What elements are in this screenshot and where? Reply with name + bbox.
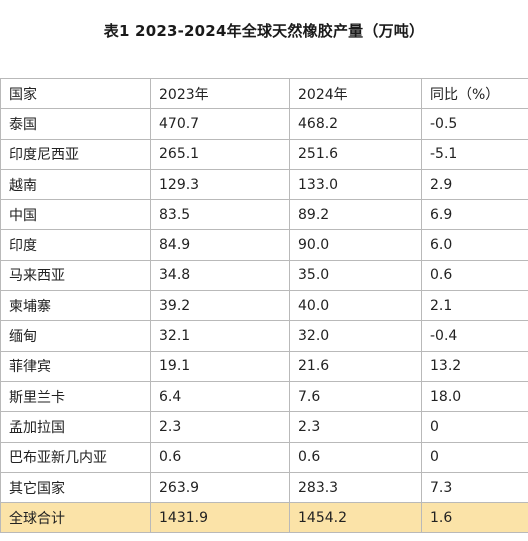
header-yoy-change-cell: 同比（%） xyxy=(421,77,528,110)
table-row: 马来西亚 34.8 35.0 0.6 xyxy=(0,259,528,292)
table-yoy-change-cell: 13.2 xyxy=(421,350,528,382)
rubber-production-table: 国家 2023年 2024年 同比（%） 泰国 470.7 468.2 -0.5 印度尼西亚 26… xyxy=(0,77,528,534)
table-yoy-change-cell: 7.3 xyxy=(421,471,528,504)
table-year-2024-cell: 468.2 xyxy=(289,108,422,140)
table-year-2023-cell: 6.4 xyxy=(150,380,290,413)
table-yoy-change-cell: 0 xyxy=(421,411,528,443)
table-year-2023-cell: 32.1 xyxy=(150,320,290,352)
table-country-cell: 缅甸 xyxy=(0,320,151,352)
header-year-2023-cell: 2023年 xyxy=(150,77,290,110)
table-country-cell: 其它国家 xyxy=(0,471,151,504)
table-row: 印度 84.9 90.0 6.0 xyxy=(0,229,528,261)
table-year-2024-cell: 251.6 xyxy=(289,138,422,170)
header-year-2024-cell: 2024年 xyxy=(289,77,422,110)
table-year-2024-cell: 35.0 xyxy=(289,259,422,292)
table-row: 缅甸 32.1 32.0 -0.4 xyxy=(0,320,528,352)
table-row: 菲律宾 19.1 21.6 13.2 xyxy=(0,350,528,382)
table-year-2023-cell: 19.1 xyxy=(150,350,290,382)
total-row: 全球合计 1431.9 1454.2 1.6 xyxy=(0,502,528,534)
table-row: 中国 83.5 89.2 6.9 xyxy=(0,199,528,231)
table-yoy-change-cell: 18.0 xyxy=(421,380,528,413)
table-year-2024-cell: 32.0 xyxy=(289,320,422,352)
table-country-cell: 斯里兰卡 xyxy=(0,380,151,413)
table-country-cell: 泰国 xyxy=(0,108,151,140)
table-yoy-change-cell: -0.4 xyxy=(421,320,528,352)
table-row: 柬埔寨 39.2 40.0 2.1 xyxy=(0,290,528,322)
table-row: 其它国家 263.9 283.3 7.3 xyxy=(0,471,528,504)
table-country-cell: 菲律宾 xyxy=(0,350,151,382)
table-year-2023-cell: 2.3 xyxy=(150,411,290,443)
table-country-cell: 巴布亚新几内亚 xyxy=(0,441,151,473)
total-year-2023-cell: 1431.9 xyxy=(150,502,290,534)
table-year-2024-cell: 0.6 xyxy=(289,441,422,473)
table-year-2024-cell: 90.0 xyxy=(289,229,422,261)
table-year-2023-cell: 129.3 xyxy=(150,168,290,201)
table-year-2024-cell: 133.0 xyxy=(289,168,422,201)
table-row: 斯里兰卡 6.4 7.6 18.0 xyxy=(0,380,528,413)
table-yoy-change-cell: -0.5 xyxy=(421,108,528,140)
table-year-2023-cell: 39.2 xyxy=(150,290,290,322)
table-year-2024-cell: 7.6 xyxy=(289,380,422,413)
table-year-2024-cell: 21.6 xyxy=(289,350,422,382)
table-country-cell: 孟加拉国 xyxy=(0,411,151,443)
table-yoy-change-cell: 2.9 xyxy=(421,168,528,201)
table-year-2023-cell: 83.5 xyxy=(150,199,290,231)
table-year-2023-cell: 263.9 xyxy=(150,471,290,504)
table-row: 巴布亚新几内亚 0.6 0.6 0 xyxy=(0,441,528,473)
table-yoy-change-cell: 6.9 xyxy=(421,199,528,231)
total-year-2024-cell: 1454.2 xyxy=(289,502,422,534)
total-yoy-change-cell: 1.6 xyxy=(421,502,528,534)
table-country-cell: 马来西亚 xyxy=(0,259,151,292)
table-row: 孟加拉国 2.3 2.3 0 xyxy=(0,411,528,443)
table-row: 泰国 470.7 468.2 -0.5 xyxy=(0,108,528,140)
table-country-cell: 印度尼西亚 xyxy=(0,138,151,170)
table-year-2024-cell: 40.0 xyxy=(289,290,422,322)
table-year-2024-cell: 89.2 xyxy=(289,199,422,231)
table-yoy-change-cell: 2.1 xyxy=(421,290,528,322)
table-year-2023-cell: 34.8 xyxy=(150,259,290,292)
table-yoy-change-cell: -5.1 xyxy=(421,138,528,170)
table-year-2023-cell: 470.7 xyxy=(150,108,290,140)
table-row: 印度尼西亚 265.1 251.6 -5.1 xyxy=(0,138,528,170)
table-country-cell: 印度 xyxy=(0,229,151,261)
table-yoy-change-cell: 0.6 xyxy=(421,259,528,292)
table-country-cell: 柬埔寨 xyxy=(0,290,151,322)
total-country-cell: 全球合计 xyxy=(0,502,151,534)
header-row: 国家 2023年 2024年 同比（%） xyxy=(0,77,528,110)
table-country-cell: 越南 xyxy=(0,168,151,201)
table-year-2024-cell: 2.3 xyxy=(289,411,422,443)
header-country-cell: 国家 xyxy=(0,77,151,110)
table-year-2023-cell: 0.6 xyxy=(150,441,290,473)
table-title: 表1 2023-2024年全球天然橡胶产量（万吨） xyxy=(103,22,425,40)
table-row: 越南 129.3 133.0 2.9 xyxy=(0,168,528,201)
table-year-2023-cell: 84.9 xyxy=(150,229,290,261)
table-year-2024-cell: 283.3 xyxy=(289,471,422,504)
table-yoy-change-cell: 6.0 xyxy=(421,229,528,261)
table-yoy-change-cell: 0 xyxy=(421,441,528,473)
table-year-2023-cell: 265.1 xyxy=(150,138,290,170)
table-country-cell: 中国 xyxy=(0,199,151,231)
